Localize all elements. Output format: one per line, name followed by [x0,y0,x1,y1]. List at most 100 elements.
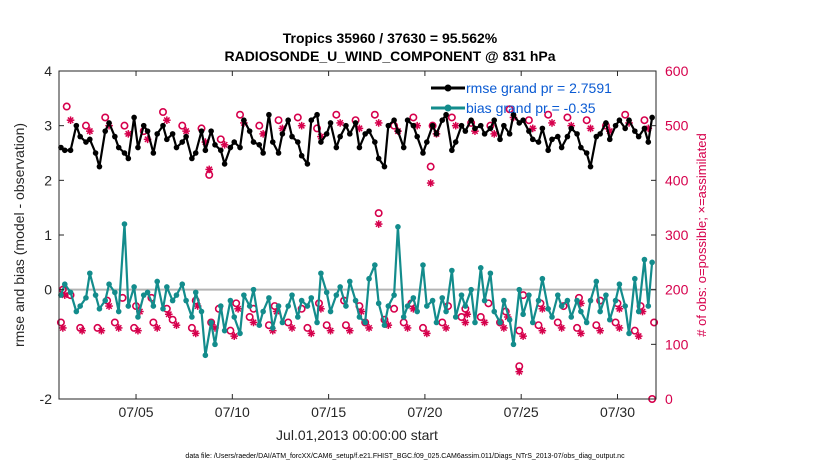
rmse-point [352,120,359,126]
bias-series-line [59,223,654,357]
bias-point [73,308,80,315]
bias-point [649,259,655,266]
rmse-point [635,133,642,140]
rmse-point [558,144,565,151]
bias-point [198,308,205,315]
rmse-point [183,133,189,140]
obs-assimilated-point [205,165,214,174]
obs-possible-point [582,116,591,125]
obs-assimilated-point [528,124,537,133]
rmse-point [439,117,446,123]
obs-possible-point [621,110,630,119]
obs-assimilated-point [548,119,556,127]
obs-possible-point [293,113,302,122]
rmse-point [366,128,372,134]
rmse-point [395,128,401,134]
rmse-point [289,133,295,140]
rmse-point [61,147,68,154]
bias-point [298,297,305,304]
rmse-point [266,111,272,118]
rmse-point [462,128,469,134]
bias-point [400,314,407,320]
rmse-point [443,111,449,118]
bias-point [318,270,324,277]
rmse-point [606,136,613,143]
obs-possible-point [245,312,254,321]
obs-assimilated-point [191,329,200,338]
bias-point [160,306,166,312]
rmse-point [549,136,555,143]
bias-point [641,256,648,263]
bias-point [391,292,397,298]
rmse-point [217,147,224,154]
obs-assimilated-point [220,141,229,149]
y-right-tick-label: 300 [665,227,689,243]
bias-point [477,265,484,271]
rmse-point [304,161,311,167]
left-axis: -2 0 1 2 3 4 [40,63,64,407]
rmse-point [135,144,141,151]
bias-point [173,292,180,298]
rmse-point [256,142,263,148]
rmse-point [545,147,551,154]
rmse-point [539,125,546,132]
rmse-point [231,139,238,145]
bias-point [327,308,334,315]
rmse-point [414,133,421,140]
obs-assimilated-point [374,119,383,127]
bias-point [439,295,446,301]
bias-point [622,303,628,309]
y-tick-label: 1 [44,227,52,243]
obs-assimilated-point [634,332,643,340]
obs-assimilated-point [515,367,524,376]
rmse-point [212,142,218,148]
bias-point [241,292,247,298]
rmse-point [526,128,532,134]
obs-possible-point [374,209,383,218]
bias-point [77,303,83,309]
bias-point [497,319,503,326]
rmse-point [468,117,474,123]
bias-point [443,308,449,315]
obs-assimilated-point [538,326,547,335]
rmse-point [404,117,411,123]
obs-assimilated-point [365,324,373,332]
right-axis: 0 100 200 300 400 500 600 [651,63,689,407]
rmse-point [121,150,128,156]
bias-point [131,284,137,290]
legend-rmse-marker [444,84,452,92]
y-tick-label: -2 [40,391,53,407]
obs-assimilated-point [586,124,595,133]
rmse-point [487,125,494,132]
rmse-point [346,131,353,137]
y-right-tick-label: 100 [665,336,689,352]
bias-point [125,303,132,309]
obs-assimilated-point [490,130,499,138]
obs-possible-point [158,108,167,117]
bias-point [295,314,301,320]
bias-point [645,303,652,309]
rmse-point [144,128,151,134]
obs-assimilated-point [326,326,335,335]
rmse-point [372,139,378,145]
rmse-point [318,139,324,145]
bias-point [458,292,465,298]
obs-assimilated-point [230,332,239,340]
obs-assimilated-point [66,116,75,124]
bias-point [61,281,68,288]
rmse-point [343,122,349,129]
obs-assimilated-point [172,321,181,329]
obs-possible-point [168,315,177,324]
bias-point [449,267,455,274]
rmse-point [198,128,205,134]
bias-point [632,275,638,282]
bias-point [462,303,469,309]
rmse-point [420,150,426,156]
obs-possible-point [313,124,322,133]
bias-point [269,325,276,331]
obs-possible-point [236,110,245,119]
bias-point [285,303,291,309]
obs-assimilated-point [114,324,123,332]
y-right-tick-label: 0 [665,391,673,407]
obs-assimilated-point [153,324,162,332]
